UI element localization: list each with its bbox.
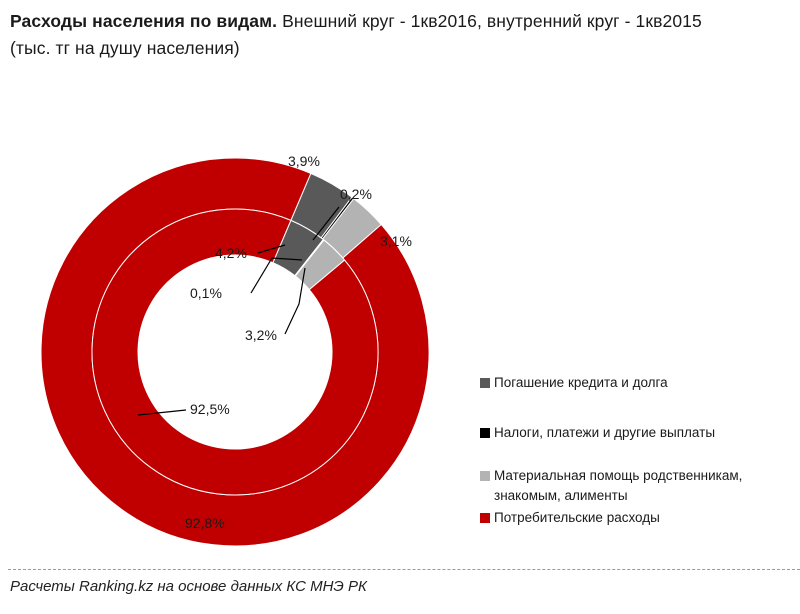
legend-swatch-credit bbox=[480, 378, 490, 388]
chart-title-rest: Внешний круг - 1кв2016, внутренний круг … bbox=[10, 11, 702, 58]
inner-label-aid: 3,2% bbox=[245, 327, 277, 343]
legend-label-consumer: Потребительские расходы bbox=[494, 510, 660, 525]
inner-ring-slice-consumer bbox=[91, 208, 379, 496]
source-footnote: Расчеты Ranking.kz на основе данных КС М… bbox=[10, 578, 367, 595]
inner-leader-taxes bbox=[250, 257, 303, 294]
outer-label-consumer: 92,8% bbox=[185, 515, 225, 531]
inner-label-credit: 4,2% bbox=[215, 245, 247, 261]
legend-swatch-consumer bbox=[480, 513, 490, 523]
outer-label-taxes: 0,2% bbox=[340, 186, 372, 202]
inner-leader-consumer bbox=[137, 409, 187, 416]
legend-swatch-taxes bbox=[480, 428, 490, 438]
footer-divider bbox=[8, 569, 800, 570]
chart-title: Расходы населения по видам. Внешний круг… bbox=[10, 8, 710, 62]
legend-label-aid: Материальная помощь родственникам, знако… bbox=[494, 468, 743, 503]
inner-leader-credit bbox=[257, 244, 286, 254]
legend-swatch-aid bbox=[480, 471, 490, 481]
legend-label-credit: Погашение кредита и долга bbox=[494, 375, 668, 390]
outer-label-aid: 3,1% bbox=[380, 233, 412, 249]
outer-leader-taxes bbox=[312, 206, 340, 241]
outer-label-credit: 3,9% bbox=[288, 153, 320, 169]
legend-label-taxes: Налоги, платежи и другие выплаты bbox=[494, 425, 716, 440]
chart-title-bold: Расходы населения по видам. bbox=[10, 11, 278, 31]
inner-label-consumer: 92,5% bbox=[190, 401, 230, 417]
inner-label-taxes: 0,1% bbox=[190, 285, 222, 301]
inner-leader-aid bbox=[284, 267, 306, 335]
